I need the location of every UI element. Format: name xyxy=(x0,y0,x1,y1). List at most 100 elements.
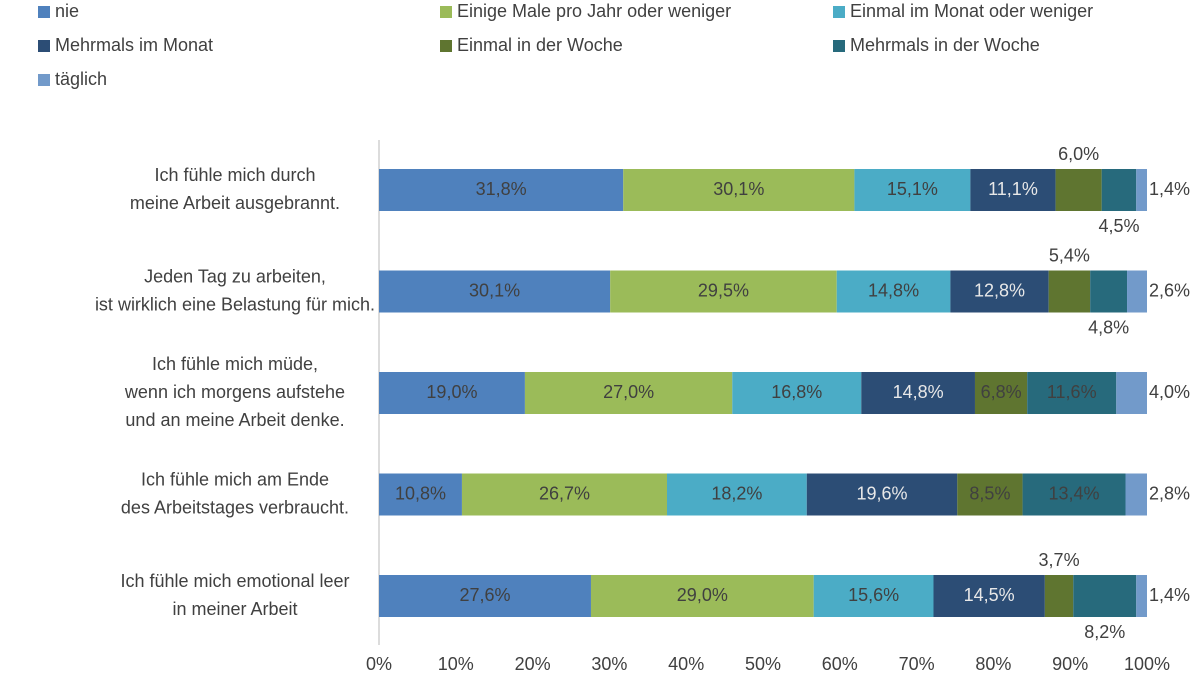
bar-segment xyxy=(1090,270,1128,313)
data-label: 14,8% xyxy=(868,280,919,300)
bar-segment xyxy=(933,575,1045,617)
y-tick-label: und an meine Arbeit denke. xyxy=(125,410,344,430)
data-label: 8,5% xyxy=(969,483,1010,503)
legend-label: Einige Male pro Jahr oder weniger xyxy=(457,1,731,21)
data-label: 12,8% xyxy=(974,280,1025,300)
data-label: 1,4% xyxy=(1149,179,1190,199)
data-label: 19,6% xyxy=(857,483,908,503)
bar-segment xyxy=(1125,473,1147,516)
data-label: 19,0% xyxy=(426,382,477,402)
data-label: 3,7% xyxy=(1039,550,1080,570)
x-tick-label: 20% xyxy=(515,654,551,674)
bar-segment xyxy=(957,473,1023,516)
data-label: 8,2% xyxy=(1084,622,1125,642)
data-label: 31,8% xyxy=(476,179,527,199)
bar-segment xyxy=(667,473,807,516)
data-label: 6,8% xyxy=(981,382,1022,402)
legend-label: täglich xyxy=(55,69,107,89)
y-tick-label: ist wirklich eine Belastung für mich. xyxy=(95,294,375,314)
bar-segment xyxy=(461,473,667,516)
legend-swatch xyxy=(833,40,845,52)
data-label: 6,0% xyxy=(1058,144,1099,164)
data-label: 27,6% xyxy=(459,585,510,605)
bar-segment xyxy=(854,169,971,211)
data-label: 15,1% xyxy=(887,179,938,199)
data-label: 4,5% xyxy=(1098,216,1139,236)
legend-swatch xyxy=(38,6,50,18)
x-tick-label: 40% xyxy=(668,654,704,674)
data-label: 29,0% xyxy=(677,585,728,605)
bar-segment xyxy=(1073,575,1137,617)
x-tick-label: 10% xyxy=(438,654,474,674)
bar-segment xyxy=(1136,575,1147,617)
bar-segment xyxy=(379,473,462,516)
y-tick-label: meine Arbeit ausgebrannt. xyxy=(130,193,340,213)
x-tick-label: 60% xyxy=(822,654,858,674)
x-tick-label: 50% xyxy=(745,654,781,674)
legend-label: Mehrmals im Monat xyxy=(55,35,213,55)
legend-swatch xyxy=(440,6,452,18)
legend-swatch xyxy=(440,40,452,52)
bar-segment xyxy=(590,575,814,617)
data-label: 5,4% xyxy=(1049,245,1090,265)
data-label: 10,8% xyxy=(395,483,446,503)
data-label: 15,6% xyxy=(848,585,899,605)
bar-segment xyxy=(379,169,624,211)
bar-segment xyxy=(610,270,837,313)
legend-swatch xyxy=(833,6,845,18)
legend-swatch xyxy=(38,40,50,52)
data-label: 30,1% xyxy=(469,280,520,300)
bar-segment xyxy=(813,575,934,617)
legend-label: Einmal im Monat oder weniger xyxy=(850,1,1093,21)
data-label: 13,4% xyxy=(1049,483,1100,503)
bar-segment xyxy=(1127,270,1147,313)
data-label: 11,1% xyxy=(988,179,1038,199)
bar-segment xyxy=(970,169,1056,211)
bar-segment xyxy=(836,270,951,313)
bar-segment xyxy=(524,372,733,414)
y-tick-label: Ich fühle mich müde, xyxy=(152,354,318,374)
data-label: 1,4% xyxy=(1149,585,1190,605)
bar-segment xyxy=(806,473,958,516)
bar-segment xyxy=(1044,575,1074,617)
bar-segment xyxy=(1048,270,1091,313)
bar-segment xyxy=(732,372,862,414)
x-tick-label: 90% xyxy=(1052,654,1088,674)
data-label: 11,6% xyxy=(1047,382,1097,402)
x-tick-label: 100% xyxy=(1124,654,1170,674)
data-label: 2,8% xyxy=(1149,483,1190,503)
bar-segment xyxy=(379,372,525,414)
bar-segment xyxy=(1101,169,1137,211)
bar-segment xyxy=(1022,473,1126,516)
data-label: 4,8% xyxy=(1088,317,1129,337)
y-tick-label: Ich fühle mich am Ende xyxy=(141,469,329,489)
data-label: 30,1% xyxy=(713,179,764,199)
bar-segment xyxy=(1116,372,1147,414)
bar-segment xyxy=(379,575,591,617)
bar-segment xyxy=(623,169,855,211)
bar-segment xyxy=(379,270,611,313)
bar-segment xyxy=(1136,169,1147,211)
y-tick-label: des Arbeitstages verbraucht. xyxy=(121,497,349,517)
data-label: 14,5% xyxy=(964,585,1015,605)
bar-segment xyxy=(861,372,975,414)
x-tick-label: 80% xyxy=(975,654,1011,674)
data-label: 26,7% xyxy=(539,483,590,503)
data-label: 29,5% xyxy=(698,280,749,300)
bar-segment xyxy=(974,372,1028,414)
data-label: 2,6% xyxy=(1149,280,1190,300)
data-label: 18,2% xyxy=(711,483,762,503)
x-tick-label: 70% xyxy=(899,654,935,674)
legend-swatch xyxy=(38,74,50,86)
bar-segment xyxy=(950,270,1049,313)
y-tick-label: Ich fühle mich emotional leer xyxy=(120,571,349,591)
data-label: 27,0% xyxy=(603,382,654,402)
y-tick-label: wenn ich morgens aufstehe xyxy=(124,382,345,402)
x-tick-label: 0% xyxy=(366,654,392,674)
bar-segment xyxy=(1055,169,1102,211)
y-tick-label: Jeden Tag zu arbeiten, xyxy=(144,266,326,286)
bar-segment xyxy=(1027,372,1117,414)
y-tick-label: Ich fühle mich durch xyxy=(154,165,315,185)
data-label: 16,8% xyxy=(771,382,822,402)
